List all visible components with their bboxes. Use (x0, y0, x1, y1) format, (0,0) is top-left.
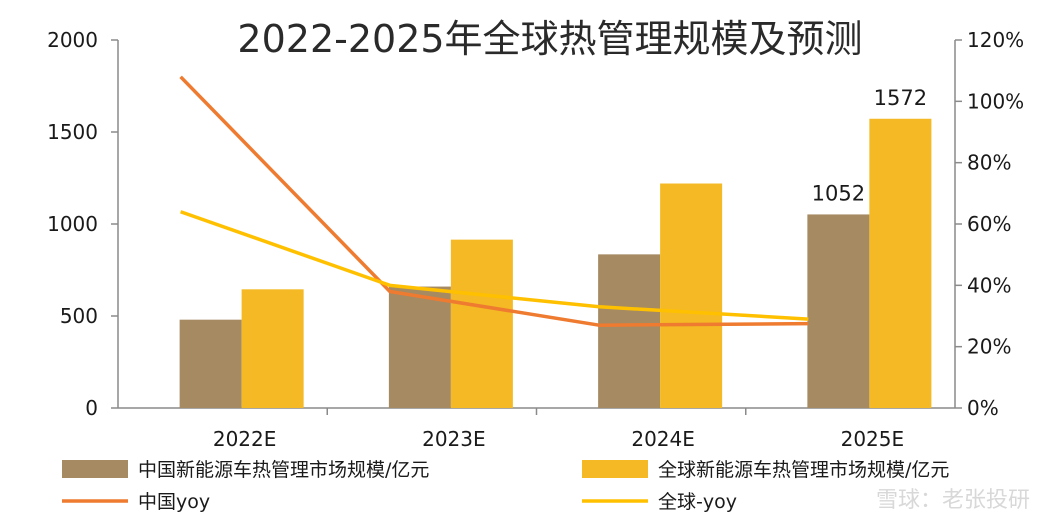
bars-layer (179, 118, 932, 408)
y-left-tick-label: 1000 (47, 212, 98, 236)
y-left-tick-label: 2000 (47, 28, 98, 52)
bar (807, 214, 870, 408)
y-right-tick-label: 80% (967, 151, 1011, 175)
bar (660, 183, 723, 408)
bar (388, 286, 451, 408)
y-right-tick-label: 0% (967, 396, 999, 420)
axes: 0 500 1000 1500 2000 0% 20% 40% 60% 80% 100% 120% 20… (47, 28, 1024, 451)
y-left-tick-label: 1500 (47, 120, 98, 144)
legend-label: 全球-yoy (658, 491, 737, 513)
watermark-text: 雪球：老张投研 (876, 488, 1030, 513)
legend-label: 全球新能源车热管理市场规模/亿元 (658, 459, 949, 481)
legend-swatch (62, 460, 128, 478)
bar (450, 239, 513, 408)
y-right-tick-label: 100% (967, 89, 1024, 113)
x-tick-label: 2023E (422, 427, 486, 451)
lines-layer (179, 75, 809, 327)
x-tick-label: 2024E (631, 427, 695, 451)
legend-label: 中国yoy (138, 491, 210, 513)
y-left-tick-label: 0 (85, 396, 98, 420)
y-right-tick-label: 40% (967, 273, 1011, 297)
y-right-tick-label: 20% (967, 335, 1011, 359)
series-line (179, 75, 809, 327)
data-labels: 1052 1572 (812, 86, 927, 206)
x-tick-label: 2022E (213, 427, 277, 451)
y-right-tick-label: 120% (967, 28, 1024, 52)
bar (598, 254, 661, 408)
chart-title: 2022-2025年全球热管理规模及预测 (237, 17, 862, 61)
data-label: 1572 (874, 86, 927, 110)
legend-swatch (582, 460, 648, 478)
x-tick-label: 2025E (841, 427, 905, 451)
y-left-tick-label: 500 (60, 304, 98, 328)
series-line (180, 210, 809, 321)
y-right-tick-label: 60% (967, 212, 1011, 236)
legend-label: 中国新能源车热管理市场规模/亿元 (138, 459, 429, 481)
bar (241, 289, 304, 408)
bar (179, 319, 242, 408)
data-label: 1052 (812, 181, 865, 205)
bar (869, 118, 932, 408)
